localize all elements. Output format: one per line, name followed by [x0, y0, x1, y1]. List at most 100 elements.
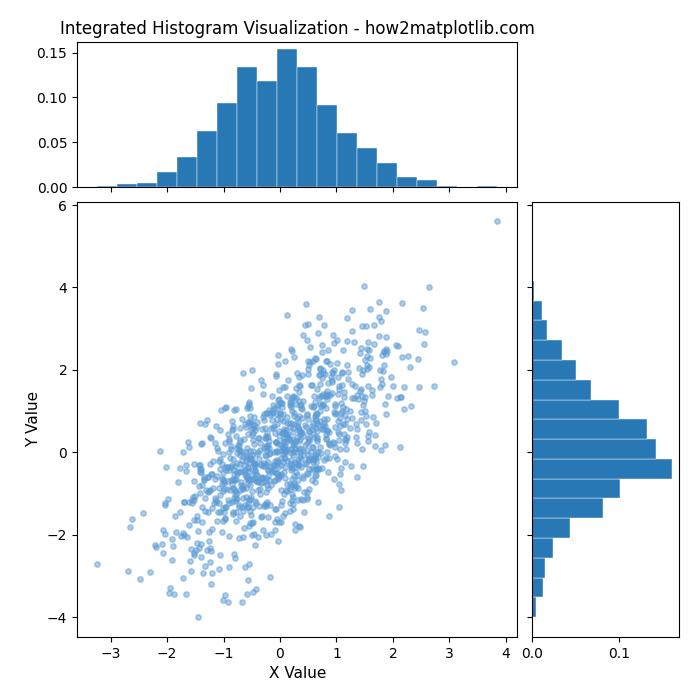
Point — [295, 454, 307, 465]
Bar — [532, 379, 592, 400]
Point — [186, 566, 197, 577]
Point — [159, 500, 170, 511]
Point — [287, 346, 298, 357]
Point — [334, 381, 345, 392]
Point — [342, 312, 353, 323]
Point — [221, 484, 232, 495]
Point — [288, 422, 299, 433]
Point — [227, 459, 238, 470]
Point — [261, 530, 272, 541]
Point — [218, 506, 230, 517]
Point — [376, 374, 387, 385]
Point — [241, 471, 252, 482]
Point — [294, 522, 305, 533]
Point — [280, 461, 291, 472]
Point — [288, 470, 300, 482]
Point — [195, 464, 206, 475]
Point — [237, 466, 248, 477]
Point — [262, 512, 273, 523]
Point — [339, 391, 350, 402]
Point — [307, 454, 318, 465]
Point — [302, 469, 314, 480]
Point — [379, 398, 391, 409]
Point — [334, 468, 345, 480]
Point — [289, 462, 300, 473]
Point — [321, 402, 332, 414]
Point — [211, 420, 222, 431]
Bar — [532, 498, 603, 518]
Point — [306, 441, 317, 452]
Point — [379, 345, 390, 356]
Point — [289, 480, 300, 491]
Point — [244, 398, 255, 409]
Bar — [532, 419, 647, 439]
Point — [257, 388, 268, 399]
Point — [256, 511, 267, 522]
Point — [248, 427, 259, 438]
Point — [278, 456, 289, 468]
Point — [155, 445, 166, 456]
Point — [299, 506, 310, 517]
Point — [231, 466, 242, 477]
Point — [300, 458, 311, 469]
Point — [261, 407, 272, 419]
Point — [282, 485, 293, 496]
Point — [267, 422, 279, 433]
Point — [244, 454, 255, 465]
Point — [321, 391, 332, 402]
Point — [309, 471, 321, 482]
Point — [204, 485, 216, 496]
Point — [492, 216, 503, 227]
Point — [243, 396, 254, 407]
Point — [360, 419, 372, 430]
Point — [329, 441, 340, 452]
Point — [342, 367, 354, 378]
Point — [232, 442, 243, 454]
Point — [276, 500, 287, 511]
Point — [336, 407, 347, 419]
Point — [293, 459, 304, 470]
Point — [298, 494, 309, 505]
Point — [260, 498, 271, 510]
Point — [211, 494, 222, 505]
Point — [150, 542, 162, 553]
Point — [295, 402, 307, 414]
Point — [225, 443, 237, 454]
Point — [272, 445, 284, 456]
Point — [292, 482, 303, 493]
Point — [346, 412, 358, 423]
Point — [203, 485, 214, 496]
Point — [245, 382, 256, 393]
Point — [301, 438, 312, 449]
Point — [299, 320, 310, 331]
Point — [314, 363, 325, 374]
Point — [310, 447, 321, 458]
Point — [395, 391, 406, 402]
Bar — [532, 300, 542, 321]
Point — [312, 383, 323, 394]
Point — [311, 423, 322, 434]
Bar — [532, 459, 672, 479]
Point — [244, 402, 256, 413]
Point — [259, 440, 270, 452]
Point — [302, 454, 314, 466]
Point — [243, 520, 254, 531]
Point — [276, 398, 287, 409]
Point — [321, 433, 332, 444]
Point — [278, 442, 289, 454]
Point — [303, 436, 314, 447]
Point — [395, 391, 407, 402]
Point — [323, 427, 335, 438]
Point — [380, 305, 391, 316]
Point — [289, 443, 300, 454]
Bar — [532, 221, 533, 241]
Point — [288, 498, 299, 510]
Point — [262, 456, 273, 468]
Point — [272, 456, 283, 468]
Point — [298, 446, 309, 457]
Point — [327, 377, 338, 388]
Point — [264, 405, 275, 416]
Point — [391, 392, 402, 403]
Point — [241, 474, 253, 485]
Point — [348, 393, 359, 404]
